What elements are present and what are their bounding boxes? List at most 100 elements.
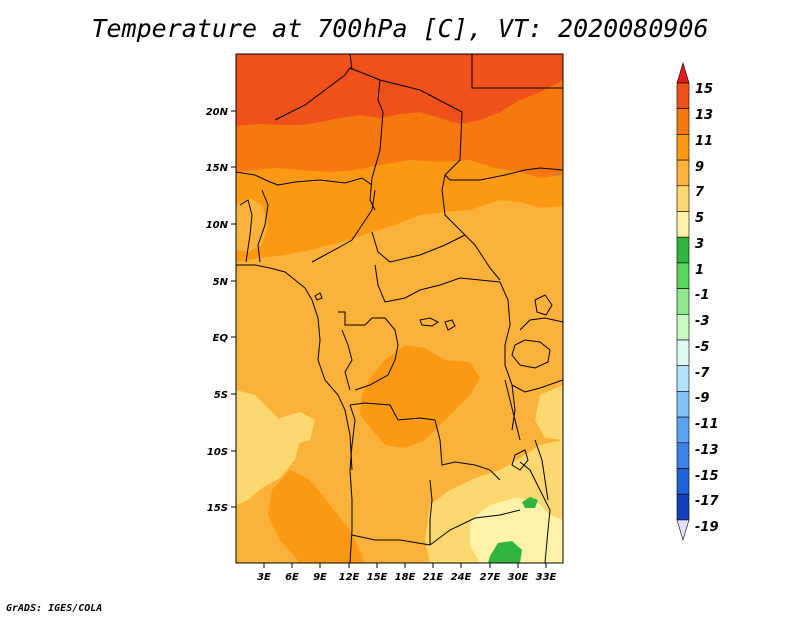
colorbar-label-neg17: -17 bbox=[695, 494, 719, 509]
lake-5 bbox=[534, 294, 553, 316]
border-uganda-kenya bbox=[519, 317, 563, 331]
temperature-field bbox=[236, 54, 563, 563]
lon-label-6e: 6E bbox=[285, 572, 299, 583]
lon-label-27e: 27E bbox=[480, 572, 501, 583]
lon-label-30e: 30E bbox=[508, 572, 529, 583]
colorbar-label-neg19: -19 bbox=[695, 520, 719, 535]
fill-1c-patch-south bbox=[488, 541, 522, 563]
colorbar: 15 13 11 9 7 5 3 1 -1 -3 -5 -7 -9 -11 -1… bbox=[676, 61, 719, 541]
border-zambia-zimbabwe bbox=[429, 509, 521, 546]
colorbar-label-neg1: -1 bbox=[695, 288, 709, 303]
lon-label-12e: 12E bbox=[339, 572, 360, 583]
colorbar-swatch bbox=[676, 288, 690, 315]
map-frame bbox=[235, 53, 564, 564]
border-libya-chad bbox=[379, 79, 463, 191]
lat-label-10s: 10S bbox=[207, 447, 228, 458]
colorbar-swatch bbox=[676, 262, 690, 289]
lon-label-33e: 33E bbox=[536, 572, 557, 583]
colorbar-swatch bbox=[676, 82, 690, 110]
border-chad-sudan bbox=[441, 189, 501, 281]
colorbar-label-9: 9 bbox=[695, 160, 704, 175]
border-lake-tanganyika bbox=[504, 379, 521, 441]
border-tanzania bbox=[511, 379, 563, 393]
lon-label-21e: 21E bbox=[423, 572, 444, 583]
colorbar-swatch bbox=[676, 493, 690, 521]
border-malawi bbox=[534, 439, 549, 501]
border-gabon-congo bbox=[341, 329, 353, 391]
border-mozambique bbox=[519, 461, 551, 563]
border-chad-car bbox=[371, 231, 466, 263]
border-congo-drc bbox=[354, 317, 399, 391]
colorbar-swatch bbox=[676, 365, 690, 392]
border-niger-nigeria bbox=[277, 177, 373, 186]
colorbar-label-3: 3 bbox=[695, 237, 704, 252]
colorbar-label-15: 15 bbox=[695, 82, 713, 97]
lon-label-3e: 3E bbox=[257, 572, 271, 583]
border-lake-victoria bbox=[511, 339, 551, 369]
colorbar-swatch bbox=[676, 416, 690, 444]
fill-5c-atlantic-blob bbox=[280, 412, 315, 445]
colorbar-swatch bbox=[676, 211, 690, 238]
fill-1c-patch-east bbox=[522, 497, 538, 508]
border-angola-namibia bbox=[351, 534, 431, 546]
colorbar-label-5: 5 bbox=[695, 211, 704, 226]
border-drc-south bbox=[349, 402, 501, 481]
colorbar-bottom-cap bbox=[676, 519, 690, 541]
fill-5c-atlantic bbox=[236, 390, 300, 505]
lon-label-9e: 9E bbox=[313, 572, 327, 583]
country-borders bbox=[236, 54, 563, 563]
lon-label-24e: 24E bbox=[451, 572, 472, 583]
lat-label-5n: 5N bbox=[213, 277, 229, 288]
lat-label-20n: 20N bbox=[206, 107, 229, 118]
colorbar-swatch bbox=[676, 468, 690, 495]
border-zambia-drc bbox=[429, 479, 433, 545]
grads-credit: GrADS: IGES/COLA bbox=[6, 603, 103, 614]
lake-2 bbox=[419, 317, 439, 327]
colorbar-label-neg13: -13 bbox=[695, 443, 719, 458]
colorbar-label-13: 13 bbox=[695, 108, 713, 123]
colorbar-swatches bbox=[676, 61, 690, 541]
border-egypt-sudan bbox=[471, 54, 563, 89]
colorbar-swatch bbox=[676, 339, 690, 367]
latitude-axis: 20N 15N 10N 5N EQ 5S 10S 15S bbox=[206, 107, 236, 514]
colorbar-top-cap bbox=[676, 61, 690, 84]
border-mali-niger bbox=[236, 171, 279, 186]
border-benin-togo bbox=[239, 199, 253, 263]
colorbar-labels: 15 13 11 9 7 5 3 1 -1 -3 -5 -7 -9 -11 -1… bbox=[695, 82, 719, 535]
border-car-drc bbox=[384, 277, 501, 303]
chart-title: Temperature at 700hPa [C], VT: 202008090… bbox=[91, 14, 709, 43]
border-cameroon-car bbox=[374, 264, 386, 303]
colorbar-swatch bbox=[676, 313, 690, 341]
lat-label-10n: 10N bbox=[206, 220, 229, 231]
border-angola-zambia bbox=[349, 404, 356, 563]
colorbar-label-11: 11 bbox=[695, 134, 713, 149]
fill-3c-south bbox=[470, 498, 563, 563]
lon-label-15e: 15E bbox=[367, 572, 388, 583]
border-niger-chad bbox=[369, 177, 376, 211]
colorbar-swatch bbox=[676, 391, 690, 418]
border-westafrica bbox=[257, 189, 269, 263]
colorbar-label-neg11: -11 bbox=[695, 417, 719, 432]
border-sudan-ethiopia bbox=[444, 167, 563, 181]
lon-label-18e: 18E bbox=[395, 572, 416, 583]
lat-label-5s: 5S bbox=[214, 390, 228, 401]
colorbar-swatch bbox=[676, 185, 690, 212]
fill-9c-southwest bbox=[268, 470, 365, 563]
fill-13c-north bbox=[236, 54, 563, 126]
colorbar-label-neg3: -3 bbox=[695, 314, 709, 329]
fill-5c-eastcoast bbox=[535, 385, 563, 440]
lake-1 bbox=[314, 292, 323, 301]
lat-label-eq: EQ bbox=[213, 333, 229, 344]
border-algeria-niger bbox=[274, 67, 384, 179]
lake-3 bbox=[444, 319, 456, 331]
longitude-axis: 3E 6E 9E 12E 15E 18E 21E 24E 27E 30E 33E bbox=[257, 563, 557, 583]
colorbar-label-neg7: -7 bbox=[695, 366, 710, 381]
border-cameroon-gabon bbox=[338, 311, 385, 326]
colorbar-label-neg15: -15 bbox=[695, 469, 719, 484]
colorbar-swatch bbox=[676, 236, 690, 264]
colorbar-swatch bbox=[676, 108, 690, 135]
lat-label-15n: 15N bbox=[206, 163, 229, 174]
colorbar-label-neg9: -9 bbox=[695, 391, 709, 406]
colorbar-label-neg5: -5 bbox=[695, 340, 709, 355]
